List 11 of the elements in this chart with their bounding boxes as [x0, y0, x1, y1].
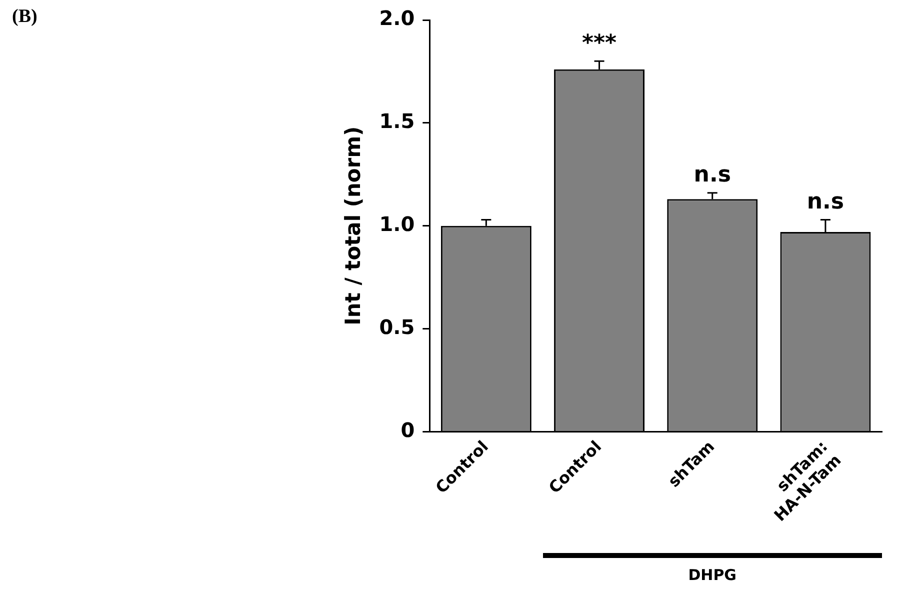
y-tick-label: 0.5	[379, 315, 415, 340]
y-tick-label: 1.5	[379, 109, 415, 134]
y-tick-label: 2.0	[379, 6, 415, 30]
y-tick-label: 0	[400, 418, 415, 442]
data-label: ***	[582, 30, 618, 56]
y-axis-title: Int / total (norm)	[341, 126, 366, 326]
text: DHPG	[687, 566, 738, 584]
y-tick-label: 1.0	[379, 212, 415, 236]
data-label: n.s	[694, 162, 731, 188]
data-label: n.s	[806, 189, 844, 214]
text: (B)	[12, 6, 38, 28]
